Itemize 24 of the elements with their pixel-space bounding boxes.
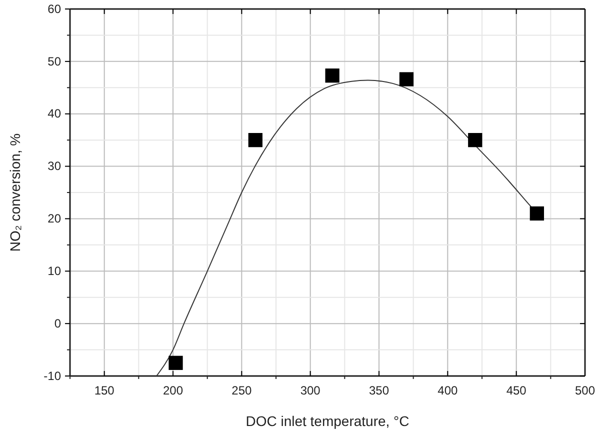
y-tick-label: 40 xyxy=(48,106,62,121)
point xyxy=(468,133,482,148)
x-tick-label: 250 xyxy=(232,384,252,398)
y-tick-label: 20 xyxy=(48,212,62,226)
y-tick-label: -10 xyxy=(44,368,62,383)
x-tick-label: 200 xyxy=(162,384,184,398)
x-axis-title: DOC inlet temperature, °C xyxy=(246,413,410,429)
y-tick-label: 30 xyxy=(48,159,62,174)
y-tick-label: 50 xyxy=(48,54,62,68)
y-tick-label: 0 xyxy=(54,316,62,330)
y-tick-label: 60 xyxy=(48,2,62,16)
x-tick-label: 400 xyxy=(438,384,458,398)
x-tick-label: 450 xyxy=(506,384,527,398)
y-tick-label: 10 xyxy=(48,264,62,278)
point xyxy=(399,72,414,86)
point xyxy=(325,68,340,83)
point xyxy=(248,133,262,148)
x-tick-label: 150 xyxy=(94,384,115,398)
y-axis-title: NO₂ conversion, % xyxy=(7,133,23,252)
point xyxy=(168,356,183,370)
point xyxy=(530,206,544,221)
x-tick-label: 350 xyxy=(368,384,390,398)
x-tick-label: 300 xyxy=(300,384,321,398)
x-tick-label: 500 xyxy=(574,384,596,398)
